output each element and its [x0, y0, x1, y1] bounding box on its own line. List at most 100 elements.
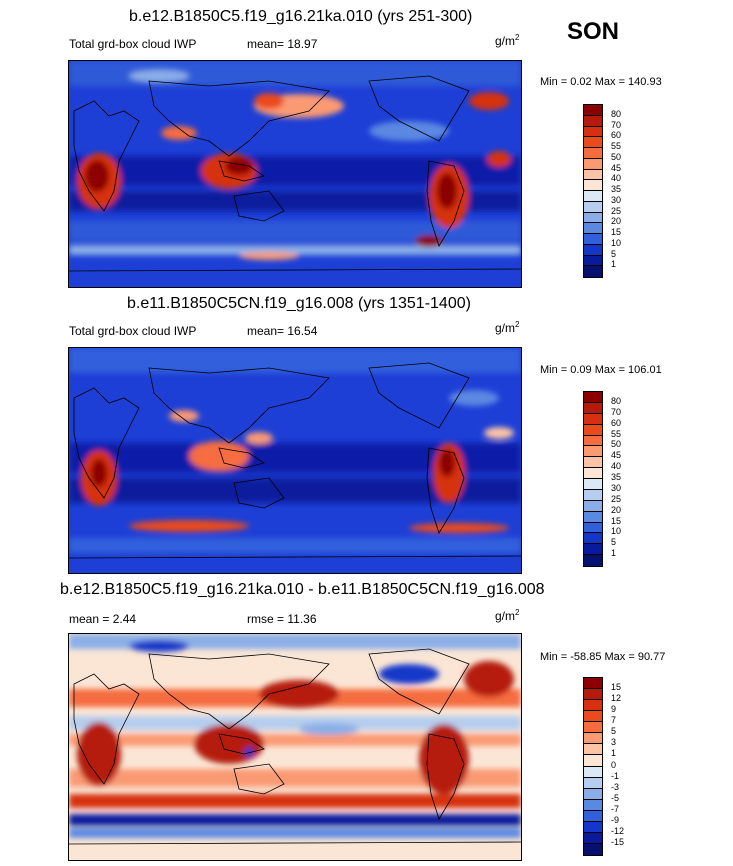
panel1-mean-value: 18.97 — [287, 37, 318, 51]
panel2-coastlines — [69, 362, 521, 559]
colorbar-tick-label: 55 — [611, 141, 622, 151]
colorbar-tick-label: -12 — [611, 825, 625, 836]
panel3-map — [68, 633, 522, 861]
colorbar-swatch — [584, 511, 602, 523]
panel3-map-svg — [69, 634, 521, 860]
colorbar-tick-label: 45 — [611, 162, 622, 173]
panel3-units-text: g/m — [495, 609, 516, 623]
colorbar-swatch — [584, 810, 602, 822]
colorbar-tick-label: 9 — [611, 704, 617, 715]
colorbar-tick-label: 12 — [611, 693, 622, 704]
colorbar-swatch — [584, 266, 602, 277]
panel1-units: g/m2 — [495, 33, 519, 48]
colorbar-tick-label: -1 — [611, 770, 620, 781]
colorbar-tick-label: 5 — [611, 248, 617, 259]
colorbar-swatch — [584, 126, 602, 138]
colorbar-tick-label: 10 — [611, 526, 622, 537]
panel3-rmse-label: rmse = — [247, 612, 285, 626]
colorbar-tick-label: 50 — [611, 151, 622, 162]
panel3-units: g/m2 — [495, 608, 519, 623]
colorbar-tick-label: 5 — [611, 726, 617, 737]
panel2-minmax: Min = 0.09 Max = 106.01 — [540, 364, 662, 376]
panel2-title: b.e11.B1850C5CN.f19_g16.008 (yrs 1351-14… — [127, 295, 471, 312]
panel2-colorbar — [583, 391, 603, 567]
colorbar-tick-label: -5 — [611, 792, 620, 803]
colorbar-swatch — [584, 413, 602, 425]
panel2-mean-label: mean= — [247, 324, 285, 338]
panel1-mean-label: mean= — [247, 37, 285, 51]
colorbar-tick-label: 35 — [611, 472, 622, 482]
colorbar-swatch — [584, 689, 602, 701]
colorbar-swatch — [584, 799, 602, 811]
colorbar-swatch — [584, 700, 602, 712]
colorbar-tick-label: 30 — [611, 482, 622, 493]
colorbar-tick-label: 55 — [611, 428, 622, 439]
colorbar-swatch — [584, 180, 602, 191]
panel3-mean: mean = 2.44 — [69, 612, 136, 626]
panel3-minmax: Min = -58.85 Max = 90.77 — [540, 651, 666, 663]
colorbar-tick-label: 40 — [611, 461, 622, 472]
panel2-map-svg — [69, 348, 521, 573]
colorbar-tick-label: 80 — [611, 395, 622, 406]
panel2-units: g/m2 — [495, 320, 519, 335]
colorbar-tick-label: 50 — [611, 439, 622, 450]
colorbar-tick-label: 70 — [611, 406, 622, 417]
colorbar-swatch — [584, 115, 602, 127]
colorbar-swatch — [584, 212, 602, 224]
colorbar-swatch — [584, 533, 602, 545]
colorbar-swatch — [584, 158, 602, 170]
colorbar-tick-label: -15 — [611, 836, 625, 847]
colorbar-swatch — [584, 678, 602, 690]
colorbar-tick-label: 3 — [611, 737, 617, 748]
colorbar-swatch — [584, 479, 602, 490]
colorbar-tick-label: 15 — [611, 515, 622, 526]
colorbar-tick-label: 70 — [611, 119, 622, 130]
panel1-title: b.e12.B1850C5.f19_g16.21ka.010 (yrs 251-… — [129, 8, 473, 25]
panel3-rmse: rmse = 11.36 — [247, 612, 317, 626]
colorbar-tick-label: 25 — [611, 493, 622, 504]
panel2-variable-label: Total grd-box cloud IWP — [69, 324, 197, 338]
colorbar-swatch — [584, 777, 602, 789]
panel2-units-text: g/m — [495, 321, 516, 335]
colorbar-swatch — [584, 191, 602, 202]
colorbar-tick-label: -7 — [611, 803, 620, 814]
colorbar-swatch — [584, 832, 602, 844]
colorbar-swatch — [584, 744, 602, 756]
panel1-minmax: Min = 0.02 Max = 140.93 — [540, 76, 662, 88]
panel3-units-sup: 2 — [515, 608, 520, 617]
colorbar-tick-label: -3 — [611, 781, 620, 792]
colorbar-tick-label: 20 — [611, 504, 622, 515]
colorbar-swatch — [584, 169, 602, 181]
colorbar-swatch — [584, 234, 602, 245]
colorbar-tick-label: 25 — [611, 205, 622, 216]
panel3-colorbar — [583, 677, 603, 856]
panel2-mean: mean= 16.54 — [247, 324, 317, 338]
colorbar-tick-label: 35 — [611, 184, 622, 194]
colorbar-swatch — [584, 788, 602, 800]
colorbar-swatch — [584, 722, 602, 734]
colorbar-tick-label: 15 — [611, 682, 622, 693]
colorbar-tick-label: 1 — [611, 259, 617, 270]
panel3-coastlines — [69, 648, 521, 845]
colorbar-swatch — [584, 489, 602, 501]
panel2-mean-value: 16.54 — [287, 324, 318, 338]
colorbar-swatch — [584, 500, 602, 512]
colorbar-swatch — [584, 446, 602, 458]
colorbar-tick-label: 60 — [611, 417, 622, 428]
panel2-units-sup: 2 — [515, 320, 520, 329]
colorbar-swatch — [584, 766, 602, 778]
colorbar-swatch — [584, 105, 602, 116]
colorbar-swatch — [584, 544, 602, 556]
colorbar-tick-label: 1 — [611, 548, 617, 559]
colorbar-tick-label: 30 — [611, 194, 622, 205]
panel1-variable-label: Total grd-box cloud IWP — [69, 37, 197, 51]
panel2-map — [68, 347, 522, 574]
colorbar-tick-label: 45 — [611, 450, 622, 461]
colorbar-swatch — [584, 392, 602, 403]
panel1-map — [68, 60, 522, 288]
colorbar-swatch — [584, 522, 602, 534]
panel1-colorbar — [583, 104, 603, 278]
colorbar-swatch — [584, 244, 602, 256]
season-label: SON — [567, 18, 620, 45]
colorbar-tick-label: 5 — [611, 537, 617, 548]
